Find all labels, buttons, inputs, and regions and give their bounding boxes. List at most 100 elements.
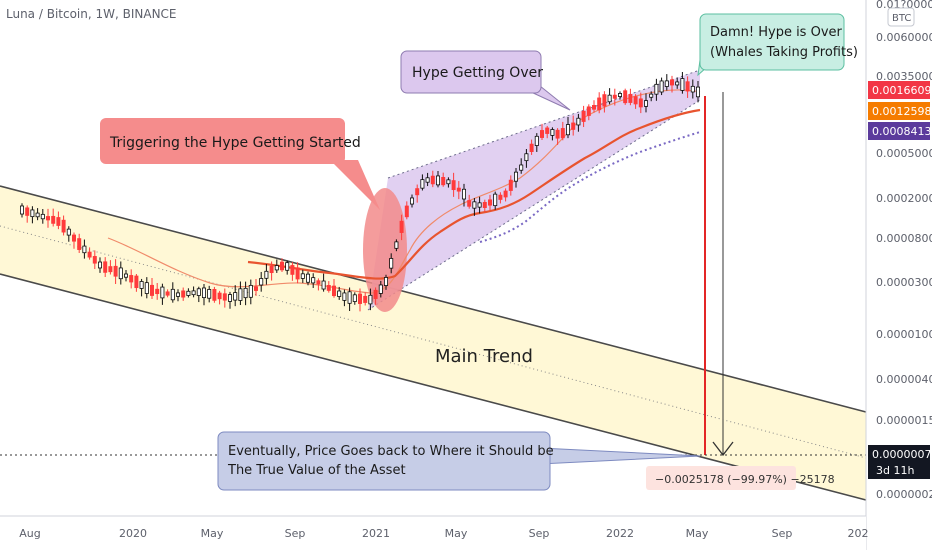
whales-text-line2: (Whales Taking Profits) bbox=[710, 45, 858, 60]
y-ticks: 0.01?0000 0.0060000 0.0035000 0.0005000 0.00… bbox=[876, 0, 932, 501]
candle-body bbox=[108, 266, 113, 273]
eventually-text-line1: Eventually, Price Goes back to Where it … bbox=[228, 444, 554, 459]
candle-body bbox=[524, 153, 529, 162]
candle-body bbox=[430, 175, 435, 185]
candle-body bbox=[238, 288, 243, 301]
candle-body bbox=[295, 267, 300, 280]
candle-body bbox=[446, 179, 451, 185]
y-tick-label: 0.0000300 bbox=[876, 276, 932, 289]
candle-body bbox=[30, 209, 35, 218]
candle-body bbox=[508, 179, 513, 191]
channel-mid-line bbox=[0, 225, 867, 459]
candle-body bbox=[664, 80, 669, 87]
candle-body bbox=[612, 94, 617, 99]
candle-body bbox=[415, 188, 420, 196]
candle-body bbox=[571, 122, 576, 130]
x-tick-label: Sep bbox=[529, 527, 550, 540]
candle-body bbox=[498, 194, 503, 200]
candle-body bbox=[264, 270, 269, 279]
candle-body bbox=[654, 83, 659, 95]
candle-body bbox=[540, 130, 545, 138]
candle-body bbox=[118, 267, 123, 280]
main-trend-channel bbox=[0, 186, 866, 500]
x-tick-label: 2022 bbox=[606, 527, 634, 540]
candle-body bbox=[347, 291, 352, 304]
candle-body bbox=[98, 261, 103, 269]
candle-body bbox=[503, 190, 508, 198]
wedge-upper-line bbox=[387, 69, 701, 179]
x-tick-label: 202 bbox=[848, 527, 869, 540]
x-tick-label: Sep bbox=[772, 527, 793, 540]
candle-body bbox=[207, 289, 212, 299]
candle-body bbox=[389, 258, 394, 269]
currency-badge[interactable] bbox=[887, 7, 915, 27]
candle-body bbox=[285, 262, 290, 271]
candle-body bbox=[555, 129, 560, 139]
candle-body bbox=[243, 287, 248, 299]
hype-start-ellipse bbox=[363, 188, 407, 312]
y-tick-label: 0.0000002 bbox=[876, 488, 932, 501]
hype-start-callout bbox=[100, 118, 345, 164]
candle-body bbox=[456, 187, 461, 192]
candle-body bbox=[659, 80, 664, 93]
candle-body bbox=[87, 251, 92, 258]
hype-over-callout bbox=[400, 50, 542, 94]
candle-body bbox=[259, 278, 264, 286]
candle-body bbox=[420, 179, 425, 189]
candle-body bbox=[581, 110, 586, 122]
candle-body bbox=[363, 295, 368, 303]
candle-body bbox=[316, 280, 321, 285]
x-tick-label: Sep bbox=[285, 527, 306, 540]
symbol-title: Luna / Bitcoin, 1W, BINANCE bbox=[6, 7, 177, 21]
measure-label: −0.0025178 (−99.97%) −25178 bbox=[655, 473, 835, 486]
candle-body bbox=[550, 129, 555, 136]
candle-body bbox=[441, 177, 446, 186]
candle-body bbox=[82, 245, 87, 254]
candle-body bbox=[534, 135, 539, 146]
candle-body bbox=[404, 205, 409, 218]
candle-body bbox=[77, 238, 82, 250]
y-tick-label: 0.0000015 bbox=[876, 414, 932, 427]
price-badge-purple-text: 0.0008413 bbox=[872, 125, 932, 138]
candle-body bbox=[690, 85, 695, 93]
candle-body bbox=[144, 282, 149, 294]
candle-body bbox=[129, 275, 134, 283]
candle-body bbox=[586, 106, 591, 116]
candle-body bbox=[66, 228, 71, 236]
y-tick-label: 0.0035000 bbox=[876, 70, 932, 83]
wedge-lower-line bbox=[367, 99, 701, 311]
candle-body bbox=[305, 273, 310, 283]
price-badge-red-text: 0.0016609 bbox=[872, 84, 932, 97]
candles bbox=[19, 71, 701, 312]
measure-box bbox=[646, 466, 796, 490]
candle-body bbox=[269, 265, 274, 274]
main-trend-label: Main Trend bbox=[435, 346, 533, 367]
candle-body bbox=[326, 285, 331, 291]
candle-body bbox=[696, 86, 701, 98]
candle-body bbox=[155, 288, 160, 295]
candle-body bbox=[290, 265, 295, 275]
candle-body bbox=[321, 280, 326, 290]
candle-body bbox=[628, 94, 633, 103]
candle-body bbox=[248, 284, 253, 298]
candle-body bbox=[368, 294, 373, 305]
x-tick-label: 2020 bbox=[119, 527, 147, 540]
candle-body bbox=[519, 164, 524, 171]
candle-body bbox=[25, 207, 30, 216]
whales-callout bbox=[699, 13, 845, 71]
candle-body bbox=[103, 261, 108, 273]
candle-body bbox=[633, 96, 638, 105]
candle-body bbox=[124, 273, 129, 278]
candle-body bbox=[597, 97, 602, 111]
ma-mid-line bbox=[247, 108, 701, 280]
candle-body bbox=[638, 98, 643, 108]
candle-body bbox=[35, 212, 40, 218]
candle-body bbox=[487, 199, 492, 206]
candle-body bbox=[560, 128, 565, 139]
candle-body bbox=[51, 215, 56, 224]
candle-body bbox=[274, 265, 279, 271]
candle-body bbox=[357, 293, 362, 304]
candle-body bbox=[566, 124, 571, 136]
eventually-text-line2: The True Value of the Asset bbox=[227, 463, 406, 478]
